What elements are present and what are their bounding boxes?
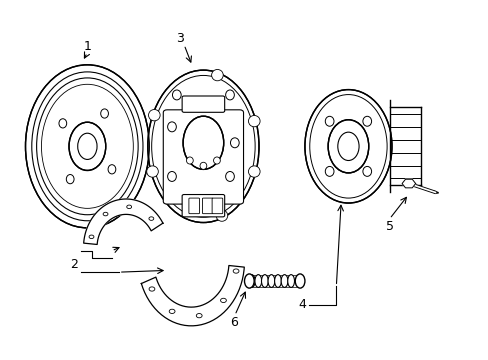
Ellipse shape [186,157,193,164]
Polygon shape [141,265,244,326]
Ellipse shape [281,275,287,287]
Ellipse shape [327,120,368,173]
Text: 2: 2 [70,258,78,271]
Ellipse shape [149,287,155,291]
Ellipse shape [362,116,371,126]
Ellipse shape [66,175,74,184]
Polygon shape [83,199,163,244]
FancyBboxPatch shape [182,194,224,217]
Ellipse shape [337,132,358,161]
Ellipse shape [248,275,255,287]
Ellipse shape [274,275,281,287]
Ellipse shape [220,298,226,302]
Ellipse shape [213,157,220,164]
Ellipse shape [254,275,261,287]
Ellipse shape [149,217,153,220]
Text: 5: 5 [385,220,393,233]
Ellipse shape [172,90,181,100]
Ellipse shape [59,119,66,128]
Ellipse shape [233,269,239,273]
FancyBboxPatch shape [163,110,243,204]
Ellipse shape [287,275,294,287]
Text: 3: 3 [176,32,184,45]
Ellipse shape [148,109,160,121]
FancyBboxPatch shape [188,198,199,214]
Text: 4: 4 [298,298,306,311]
FancyBboxPatch shape [212,198,223,214]
Ellipse shape [325,166,333,176]
Ellipse shape [225,171,234,181]
Ellipse shape [89,235,94,239]
Ellipse shape [211,69,223,81]
Ellipse shape [248,116,260,127]
Ellipse shape [108,165,116,174]
Ellipse shape [146,166,158,177]
Ellipse shape [200,162,206,169]
Ellipse shape [167,122,176,132]
Ellipse shape [69,122,105,170]
Ellipse shape [295,274,305,288]
Polygon shape [401,179,415,188]
Text: 6: 6 [229,316,237,329]
Ellipse shape [267,275,274,287]
FancyBboxPatch shape [182,96,224,112]
Ellipse shape [167,171,176,181]
Ellipse shape [362,166,371,176]
Ellipse shape [101,109,108,118]
Ellipse shape [248,166,260,177]
Ellipse shape [196,314,202,318]
Text: 1: 1 [83,40,91,53]
Ellipse shape [126,205,131,208]
Ellipse shape [147,70,259,222]
Ellipse shape [325,116,333,126]
Ellipse shape [183,116,223,169]
Ellipse shape [169,309,175,314]
Ellipse shape [103,212,108,216]
Ellipse shape [230,138,239,148]
Ellipse shape [216,210,227,221]
Ellipse shape [25,65,149,228]
FancyBboxPatch shape [202,198,213,214]
Ellipse shape [305,90,391,203]
Ellipse shape [78,133,97,159]
Ellipse shape [225,90,234,100]
Ellipse shape [244,274,254,288]
Ellipse shape [261,275,268,287]
